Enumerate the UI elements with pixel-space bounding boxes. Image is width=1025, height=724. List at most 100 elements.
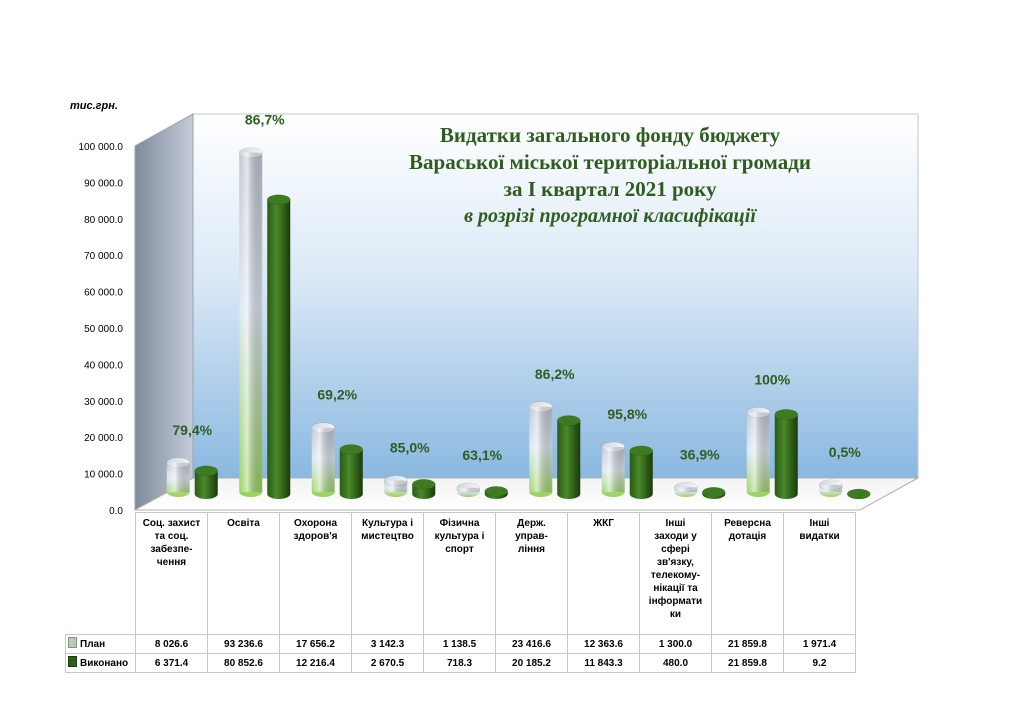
y-tick-label: 40 000.0 [84,360,123,371]
plan-series-name: План [80,639,106,650]
y-tick-label: 60 000.0 [84,288,123,299]
done-bar-cap [339,444,363,455]
table-cell: 1 138.5 [423,634,496,654]
plan-bar-shade [746,412,770,492]
table-cell: 12 363.6 [567,634,640,654]
done-bar [702,487,726,499]
table-cell: 1 971.4 [783,634,856,654]
plan-bar [239,147,263,497]
category-label-line: здоров'я [293,531,338,542]
done-bar [847,488,871,500]
category-cell: ЖКГ [567,512,640,635]
category-label-line: ки [669,609,682,620]
done-bar-body [774,414,798,499]
done-bar [267,194,291,499]
y-tick-label: 30 000.0 [84,397,123,408]
plan-bar [311,422,335,497]
percent-label: 79,4% [172,422,212,438]
y-tick-label: 90 000.0 [84,178,123,189]
table-cell: 1 300.0 [639,634,712,654]
plan-bar-shade [601,446,625,492]
y-axis: 0.0 10 000.0 20 000.0 30 000.0 40 000.0 50 00… [79,142,124,517]
table-cell: 3 142.3 [351,634,424,654]
percent-labels: 79,4% 86,7% 69,2% 85,0% 63,1% 86,2% 95,8% 36,9%… [172,112,861,463]
done-bar-body [267,199,291,499]
plan-bar-shade [166,462,190,492]
table-cell: 480.0 [639,653,712,673]
done-bar [629,445,653,499]
category-label: Фізична культура і спорт [426,517,493,556]
table-corner [65,512,136,635]
done-bar-cap [774,409,798,420]
category-label-line: нікації та [653,583,698,594]
legend-done: Виконано [65,653,136,673]
legend-plan: План [65,634,136,654]
done-bar [774,409,798,499]
percent-label: 69,2% [317,387,357,403]
table-cell: 20 185.2 [495,653,568,673]
category-label-line: Інші [809,518,830,529]
y-tick-label: 50 000.0 [84,324,123,335]
category-label: Охорона здоров'я [282,517,349,543]
category-label: Соц. захист та соц. забезпе-чення [138,517,205,569]
category-label-line: культура і [434,531,485,542]
done-bar [484,486,508,499]
category-label-line: заходи у [654,531,697,542]
done-legend-key [68,656,77,667]
category-label-line: мистецтво [361,531,414,542]
done-bar-cap [194,465,218,477]
table-cell: 93 236.6 [207,634,280,654]
data-table: Соц. захист та соц. забезпе-чення Освіта О… [65,512,856,673]
category-label: Культура і мистецтво [354,517,421,543]
table-row-done: Виконано 6 371.4 80 852.6 12 216.4 2 670… [65,653,856,673]
category-label-line: дотація [728,531,767,542]
category-cell: Соц. захист та соц. забезпе-чення [135,512,208,635]
category-label-line: сфері [661,544,690,555]
done-bar-cap [412,479,436,490]
chart-background [134,113,919,511]
table-cell: 11 843.3 [567,653,640,673]
category-cell: Охорона здоров'я [279,512,352,635]
percent-label: 95,8% [607,406,647,422]
category-label: ЖКГ [570,517,637,530]
y-tick-label: 20 000.0 [84,433,123,444]
y-tick-label: 80 000.0 [84,215,123,226]
chart-subtitle: в розрізі програмної класифікації [464,205,756,227]
table-cell: 718.3 [423,653,496,673]
plan-bar [456,482,480,497]
table-cell: 23 416.6 [495,634,568,654]
plan-bar [674,482,698,497]
done-bar-body [194,470,218,499]
done-bar-body [557,420,581,499]
category-cell: Реверсна дотація [711,512,784,635]
table-cell: 21 859.8 [711,653,784,673]
table-cell: 8 026.6 [135,634,208,654]
category-label-line: Освіта [227,518,260,529]
percent-label: 86,2% [535,366,575,382]
table-row-plan: План 8 026.6 93 236.6 17 656.2 3 142.3 1… [65,634,856,654]
plan-bar [384,475,408,497]
percent-label: 0,5% [829,444,861,460]
plan-bar [529,401,553,497]
done-bar-cap [629,445,653,457]
title-line-2: Вараської міської територіальної громади [409,150,811,174]
plan-legend-key [68,637,77,648]
plan-bar-shade [819,484,843,492]
table-cell: 6 371.4 [135,653,208,673]
plan-bar [746,407,770,497]
plan-bar-shade [384,480,408,492]
category-label-line: Інші [665,518,686,529]
category-label-line: інформати [648,596,703,607]
table-cell: 12 216.4 [279,653,352,673]
category-cell: Культура і мистецтво [351,512,424,635]
category-cell: Держ. управ-ління [495,512,568,635]
category-label: Інші видатки [786,517,853,543]
category-label-line: ління [517,544,546,555]
category-cell: Освіта [207,512,280,635]
category-label-line: Реверсна [724,518,771,529]
done-bar-cap [702,487,726,498]
done-bar-cap [847,488,871,500]
y-tick-label: 0.0 [109,506,123,517]
category-label-line: чення [156,557,187,568]
category-cell: Фізична культура і спорт [423,512,496,635]
